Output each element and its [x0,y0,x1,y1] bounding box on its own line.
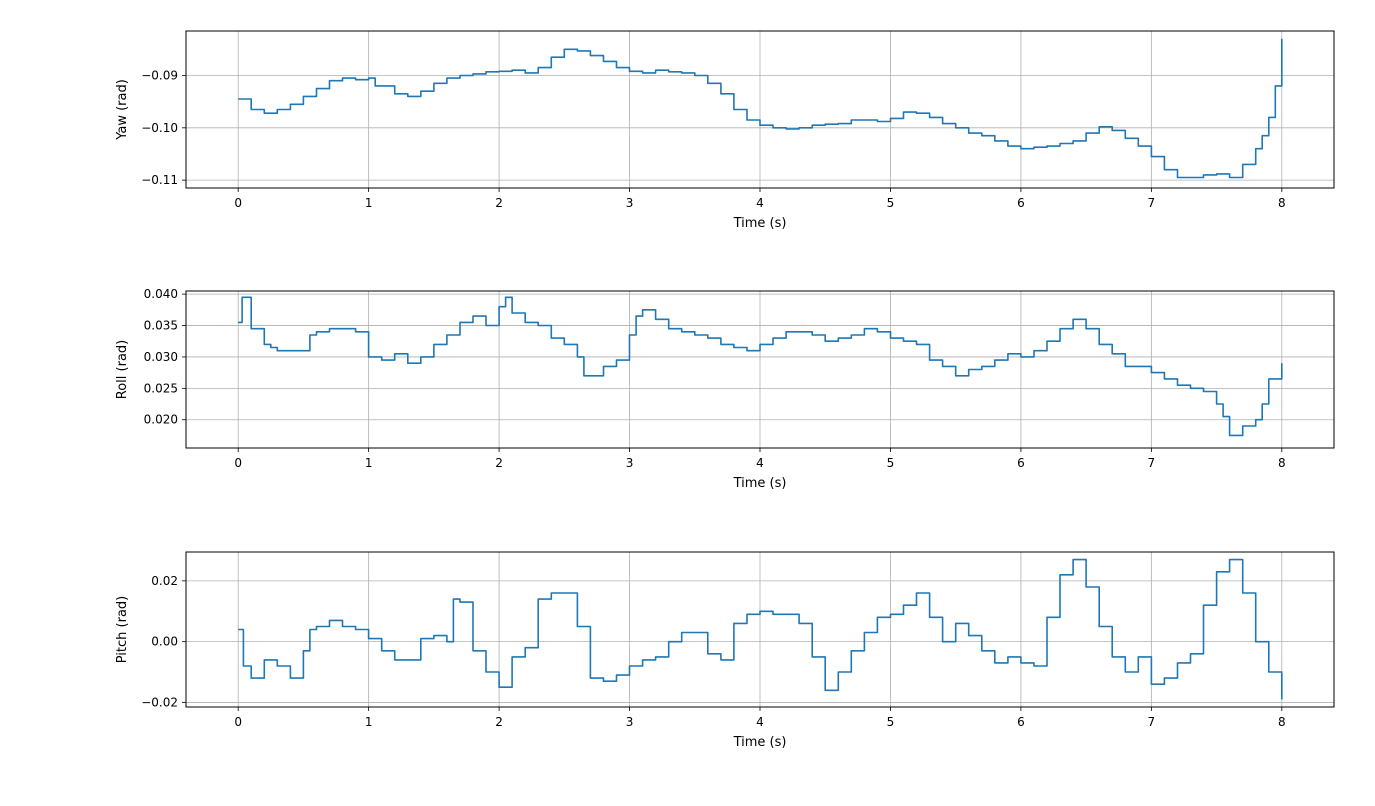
roll-y-tick-label: 0.030 [144,350,178,364]
pitch-x-tick-label: 8 [1278,715,1286,729]
roll-x-axis-label: Time (s) [733,476,787,491]
pitch-x-tick-label: 3 [626,715,634,729]
roll-x-tick-label: 1 [365,456,373,470]
roll-x-tick-label: 2 [495,456,503,470]
yaw-x-tick-label: 8 [1278,196,1286,210]
pitch-y-tick-label: 0.00 [151,635,178,649]
pitch-x-tick-label: 2 [495,715,503,729]
roll-series-line [238,296,1283,437]
yaw-series-line [238,38,1283,179]
yaw-x-tick-label: 3 [626,196,634,210]
pitch-series-line [238,558,1283,700]
roll-chart: 0 1 2 3 4 5 6 7 8 0.040 0.035 0.030 0.025 0.020 Time (… [115,287,1335,491]
roll-x-tick-label: 6 [1017,456,1025,470]
yaw-y-tick-label: −0.11 [141,173,178,187]
roll-y-tick-label: 0.040 [144,287,178,301]
pitch-y-tick-label: −0.02 [141,695,178,709]
pitch-x-tick-label: 7 [1148,715,1156,729]
yaw-x-tick-label: 5 [887,196,895,210]
roll-x-tick-label: 0 [234,456,242,470]
yaw-x-tick-label: 6 [1017,196,1025,210]
yaw-y-tick-label: −0.10 [141,121,178,135]
pitch-x-axis-label: Time (s) [733,735,787,750]
roll-y-tick-label: 0.025 [144,381,178,395]
roll-x-tick-label: 8 [1278,456,1286,470]
pitch-x-tick-label: 6 [1017,715,1025,729]
roll-x-tick-label: 3 [626,456,634,470]
yaw-x-tick-label: 7 [1148,196,1156,210]
pitch-y-axis-label: Pitch (rad) [115,596,130,664]
yaw-x-tick-label: 4 [756,196,764,210]
roll-x-tick-label: 7 [1148,456,1156,470]
yaw-y-axis-label: Yaw (rad) [115,79,130,141]
yaw-x-axis-label: Time (s) [733,216,787,231]
roll-y-tick-label: 0.020 [144,413,178,427]
pitch-x-tick-label: 4 [756,715,764,729]
pitch-x-tick-label: 0 [234,715,242,729]
pitch-y-tick-label: 0.02 [151,574,178,588]
roll-y-tick-label: 0.035 [144,319,178,333]
yaw-y-tick-label: −0.09 [141,68,178,82]
yaw-x-tick-label: 2 [495,196,503,210]
roll-x-tick-label: 5 [887,456,895,470]
yaw-x-tick-label: 1 [365,196,373,210]
yaw-x-tick-label: 0 [234,196,242,210]
roll-y-axis-label: Roll (rad) [115,340,130,399]
roll-x-tick-label: 4 [756,456,764,470]
pitch-chart: 0 1 2 3 4 5 6 7 8 0.02 0.00 −0.02 Time (s) Pitch (rad… [115,551,1335,750]
pitch-x-tick-label: 5 [887,715,895,729]
yaw-chart: 0 1 2 3 4 5 6 7 8 −0.09 −0.10 −0.11 Time (s) Yaw (rad… [115,30,1335,231]
pitch-x-tick-label: 1 [365,715,373,729]
